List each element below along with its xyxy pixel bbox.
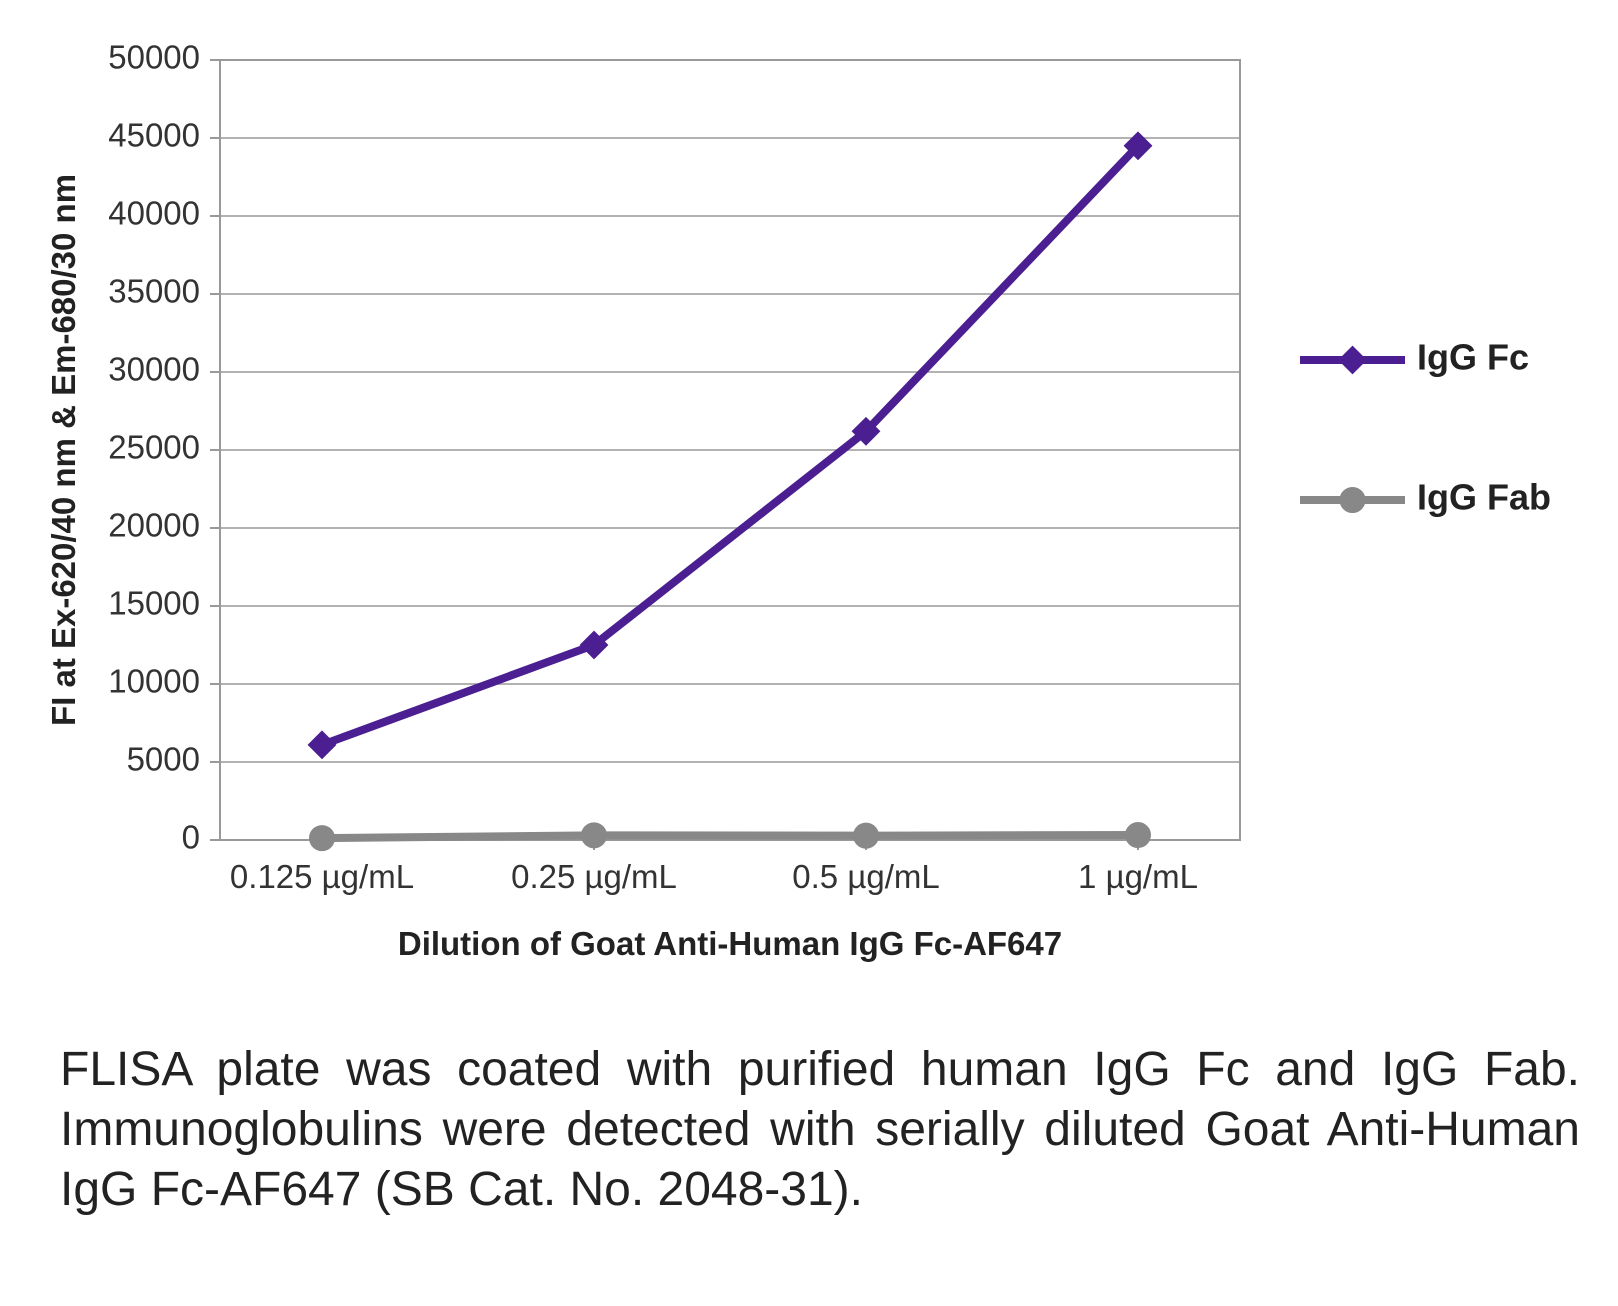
x-tick-label: 1 µg/mL: [1078, 858, 1198, 895]
y-tick-label: 0: [182, 819, 200, 856]
y-tick-label: 45000: [108, 117, 200, 154]
y-tick-label: 35000: [108, 273, 200, 310]
y-tick-label: 20000: [108, 507, 200, 544]
chart-area: 0 5000 10000 15000 20000 25000 30000 35000 40000…: [40, 30, 1580, 1010]
y-tick-label: 30000: [108, 351, 200, 388]
y-tick-label: 50000: [108, 39, 200, 76]
x-tick-label: 0.5 µg/mL: [792, 858, 939, 895]
legend-label: IgG Fab: [1417, 477, 1551, 518]
chart-svg: 0 5000 10000 15000 20000 25000 30000 35000 40000…: [40, 30, 1580, 1010]
y-tick-label: 25000: [108, 429, 200, 466]
series-line: [322, 835, 1138, 838]
x-tick-label: 0.25 µg/mL: [511, 858, 677, 895]
y-tick-label: 10000: [108, 663, 200, 700]
legend-label: IgG Fc: [1417, 337, 1529, 378]
x-axis-label: Dilution of Goat Anti-Human IgG Fc-AF647: [398, 925, 1062, 962]
y-axis-label: FI at Ex-620/40 nm & Em-680/30 nm: [45, 174, 82, 726]
y-tick-label: 15000: [108, 585, 200, 622]
figure-caption: FLISA plate was coated with purified hum…: [60, 1040, 1580, 1220]
x-tick-label: 0.125 µg/mL: [230, 858, 414, 895]
y-tick-label: 5000: [127, 741, 200, 778]
figure-container: 0 5000 10000 15000 20000 25000 30000 35000 40000…: [0, 0, 1618, 1306]
y-tick-label: 40000: [108, 195, 200, 232]
